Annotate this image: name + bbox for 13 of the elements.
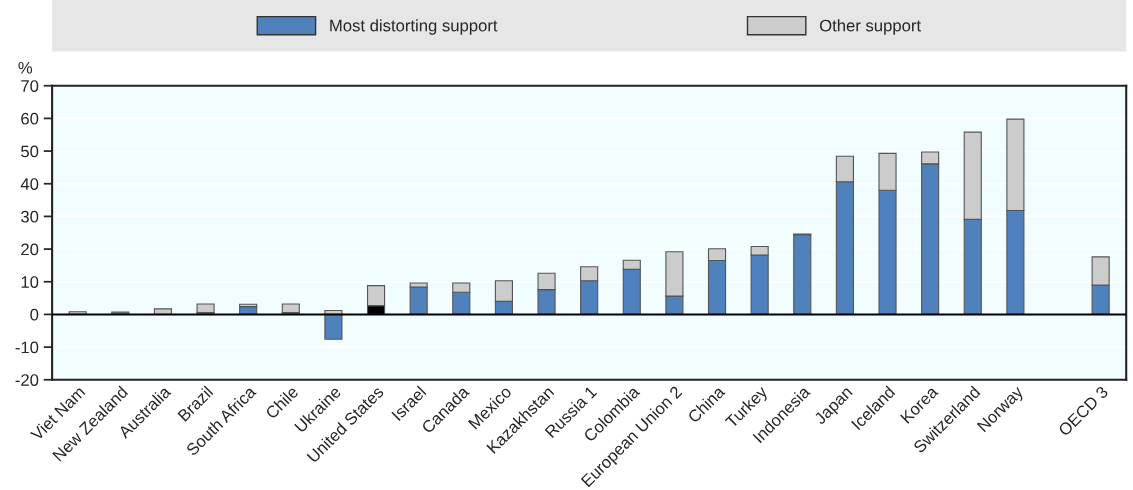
- y-tick-label: 50: [21, 145, 39, 158]
- y-tick-label: -10: [15, 341, 39, 354]
- legend-label: Most distorting support: [330, 19, 498, 35]
- y-axis-title: %: [18, 61, 33, 74]
- y-tick-label: -20: [15, 374, 39, 386]
- y-tick-label: 70: [21, 80, 39, 92]
- y-tick-label: 60: [21, 112, 39, 125]
- y-tick-label: 10: [21, 276, 39, 288]
- legend-label: Other support: [819, 19, 921, 35]
- y-tick-label: 0: [30, 308, 39, 321]
- y-tick-label: 30: [21, 210, 39, 223]
- y-tick-label: 20: [21, 243, 39, 256]
- y-tick-label: 40: [20, 178, 39, 190]
